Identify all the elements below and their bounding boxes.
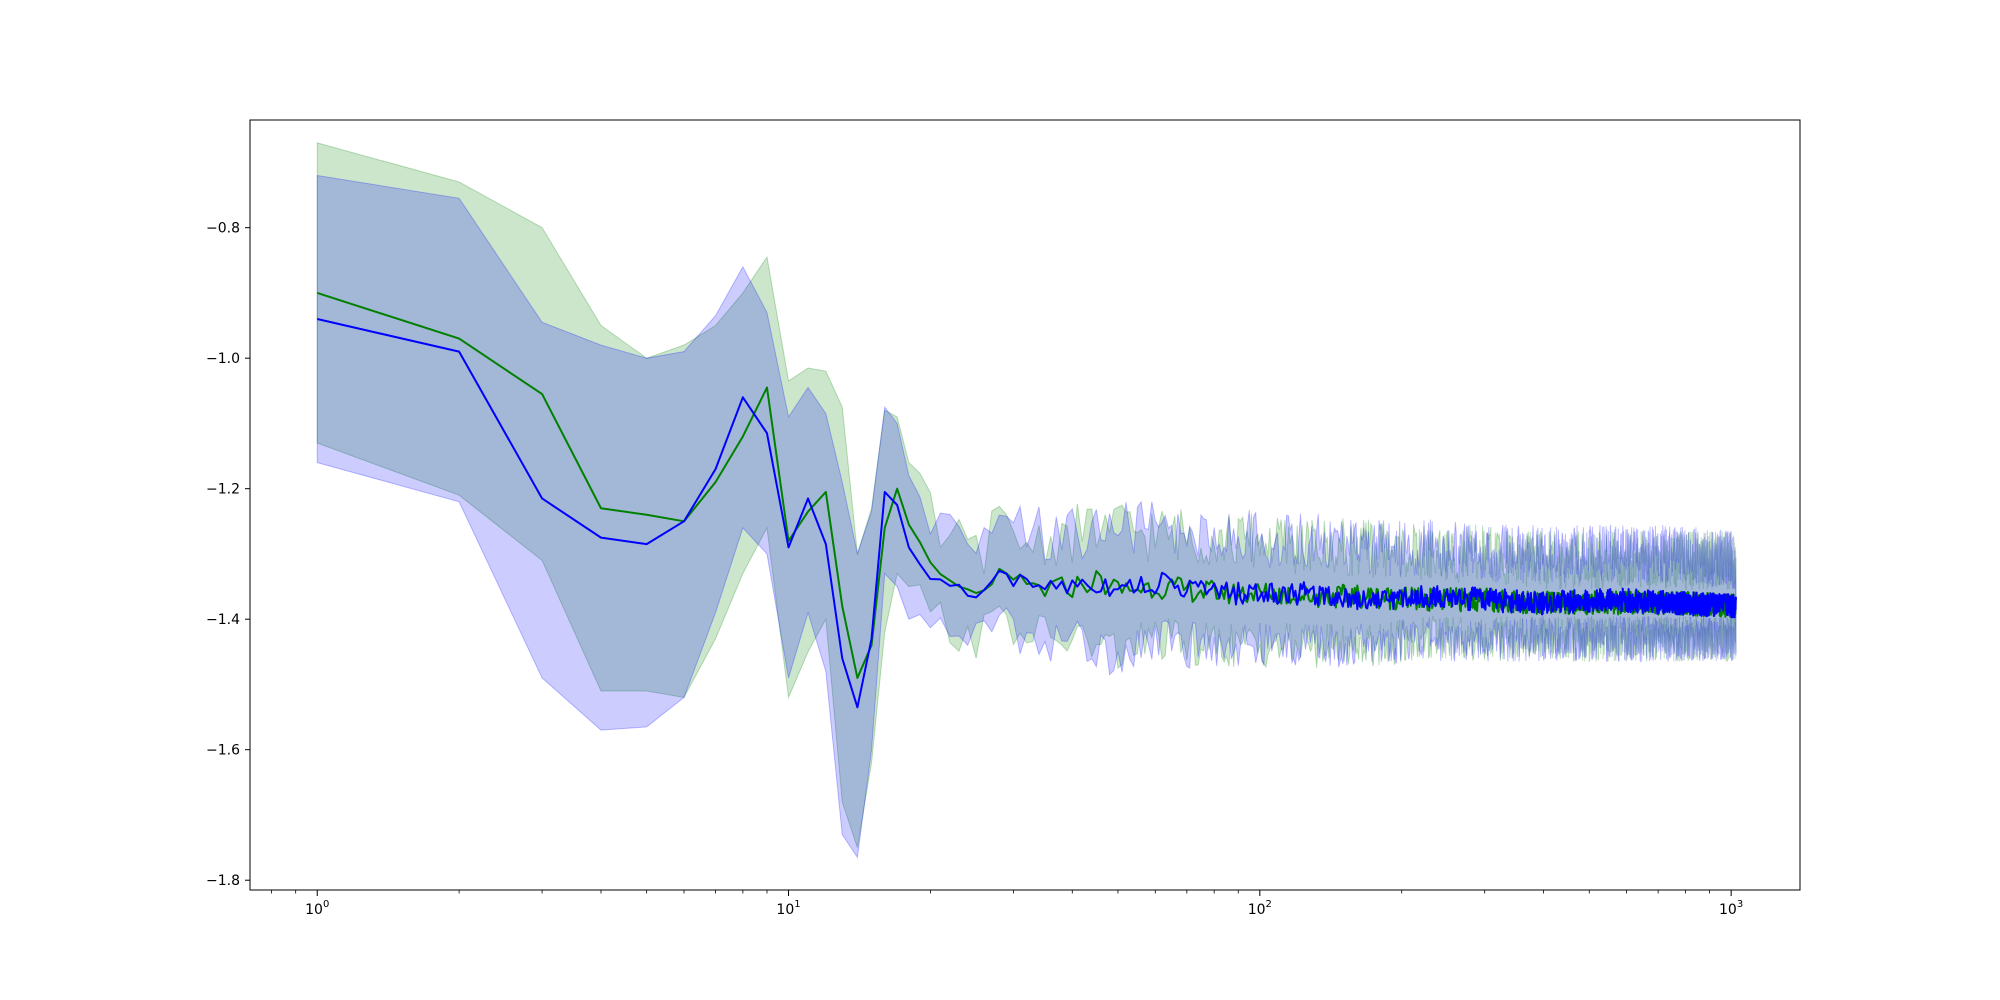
y-tick-label: −1.8 xyxy=(206,873,240,889)
series-2-band xyxy=(316,174,1737,859)
plot-frame xyxy=(249,119,1801,891)
y-axis: −0.8 −1.0 −1.2 −1.4 −1.6 −1.8 xyxy=(206,221,250,889)
y-tick-label: −0.8 xyxy=(206,221,240,237)
series-lines xyxy=(316,291,1737,709)
y-tick-label: −1.0 xyxy=(206,351,240,367)
series-2-line xyxy=(317,318,1737,709)
confidence-bands xyxy=(316,142,1737,859)
y-tick-label: −1.2 xyxy=(206,482,240,498)
series-1-band xyxy=(316,142,1737,848)
y-tick-label: −1.4 xyxy=(206,612,240,628)
y-tick-label: −1.6 xyxy=(206,743,240,759)
